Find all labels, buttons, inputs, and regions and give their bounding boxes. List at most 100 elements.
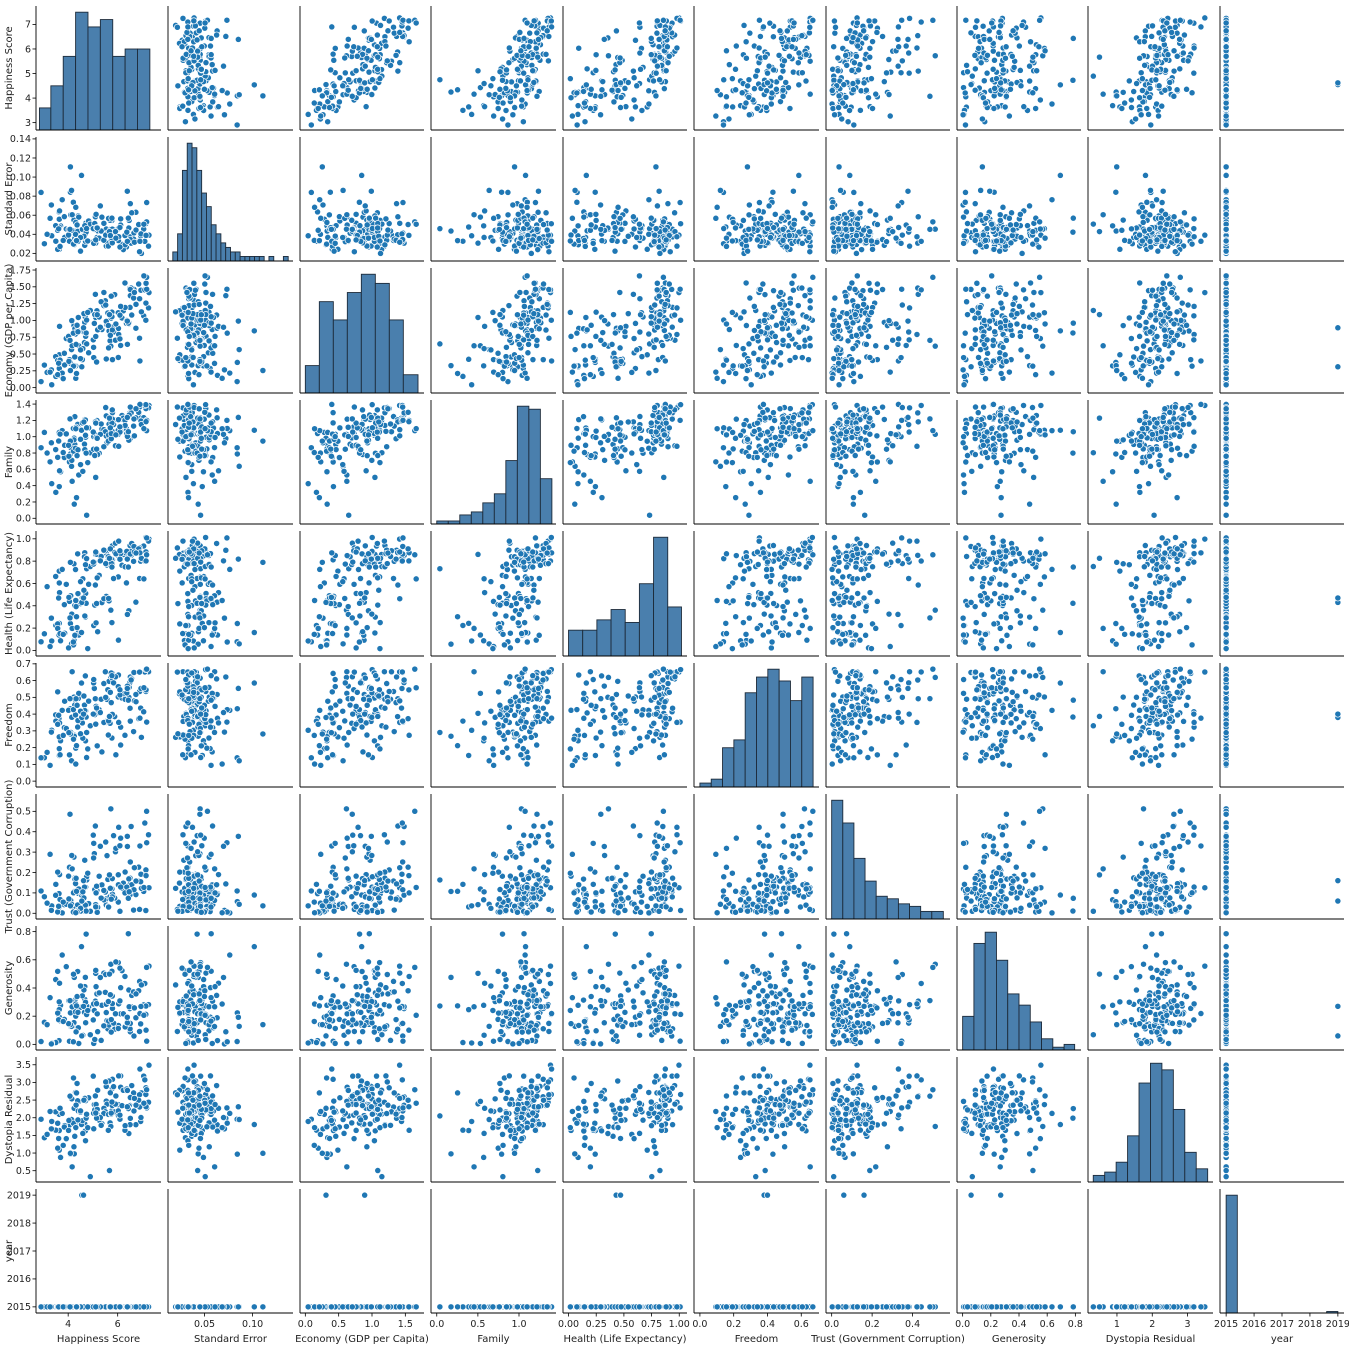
hist-bar: [124, 48, 138, 131]
data-point: [581, 99, 588, 107]
data-point: [490, 214, 498, 222]
data-point: [1143, 198, 1151, 206]
data-point: [1096, 228, 1103, 236]
data-point: [481, 103, 489, 111]
data-point: [345, 76, 353, 84]
data-point: [352, 67, 360, 75]
data-point: [123, 187, 131, 195]
data-point: [1035, 311, 1043, 319]
data-point: [1039, 342, 1047, 350]
data-point: [1030, 288, 1038, 296]
data-point: [362, 103, 370, 111]
data-point: [841, 242, 849, 250]
data-point: [843, 61, 851, 69]
data-point: [329, 419, 337, 427]
data-point: [1170, 47, 1178, 55]
data-point: [963, 227, 971, 235]
data-point: [653, 323, 661, 331]
data-point: [862, 86, 870, 94]
data-point: [405, 38, 413, 46]
data-point: [1160, 326, 1168, 334]
data-point: [573, 198, 581, 206]
data-point: [77, 435, 84, 443]
data-point: [1002, 92, 1010, 100]
data-point: [1190, 336, 1198, 344]
data-point: [223, 329, 231, 337]
data-point: [831, 111, 839, 119]
data-point: [65, 357, 73, 365]
data-point: [1161, 86, 1169, 94]
data-point: [1096, 53, 1103, 61]
data-point: [1032, 371, 1040, 379]
data-point: [611, 66, 619, 74]
data-point: [835, 163, 843, 171]
data-point: [673, 330, 681, 338]
data-point: [712, 368, 720, 376]
data-point: [980, 316, 988, 324]
hist-bar: [239, 256, 246, 262]
hist-bar: [470, 511, 484, 525]
data-point: [516, 77, 524, 85]
hist-bar: [528, 408, 541, 525]
data-point: [785, 232, 793, 239]
data-point: [597, 111, 605, 119]
data-point: [778, 34, 785, 42]
data-point: [972, 248, 979, 256]
data-point: [1009, 27, 1017, 35]
data-point: [854, 42, 862, 50]
data-point: [1118, 226, 1126, 234]
data-point: [365, 68, 373, 76]
data-point: [184, 23, 192, 31]
data-point: [653, 17, 661, 25]
data-point: [54, 371, 62, 379]
data-point: [396, 59, 404, 67]
data-point: [517, 202, 525, 210]
data-point: [843, 34, 851, 42]
data-point: [314, 105, 322, 112]
data-point: [1069, 329, 1077, 337]
data-point: [1024, 353, 1031, 361]
data-point: [454, 237, 462, 245]
data-point: [779, 336, 787, 344]
data-point: [1334, 79, 1342, 87]
panel-0-2: [299, 6, 424, 131]
panel-3-3: [430, 400, 556, 525]
data-point: [377, 249, 384, 257]
data-point: [343, 42, 351, 50]
data-point: [1146, 328, 1154, 336]
data-point: [80, 324, 87, 332]
data-point: [523, 19, 531, 27]
data-point: [789, 286, 797, 294]
data-point: [358, 171, 366, 179]
data-point: [638, 107, 646, 114]
data-point: [1152, 316, 1160, 324]
data-point: [1130, 353, 1138, 361]
hist-bar: [181, 169, 188, 262]
data-point: [637, 311, 645, 319]
panel-2-3: [430, 268, 556, 394]
panel-2-8: [1087, 268, 1213, 394]
data-point: [376, 75, 384, 83]
data-point: [1168, 349, 1176, 357]
data-point: [73, 221, 81, 229]
data-point: [1140, 342, 1147, 350]
data-point: [509, 201, 517, 209]
hist-bar: [482, 502, 495, 525]
data-point: [720, 76, 728, 84]
data-point: [73, 370, 80, 377]
data-point: [1099, 90, 1107, 98]
data-point: [55, 483, 63, 491]
data-point: [725, 61, 733, 69]
data-point: [185, 67, 193, 75]
data-point: [773, 339, 780, 346]
data-point: [580, 342, 588, 350]
data-point: [929, 218, 937, 226]
data-point: [83, 424, 91, 432]
data-point: [834, 332, 842, 340]
data-point: [652, 92, 660, 100]
data-point: [105, 344, 113, 352]
data-point: [335, 98, 343, 106]
data-point: [47, 439, 55, 447]
data-point: [304, 232, 312, 240]
data-point: [489, 308, 497, 316]
